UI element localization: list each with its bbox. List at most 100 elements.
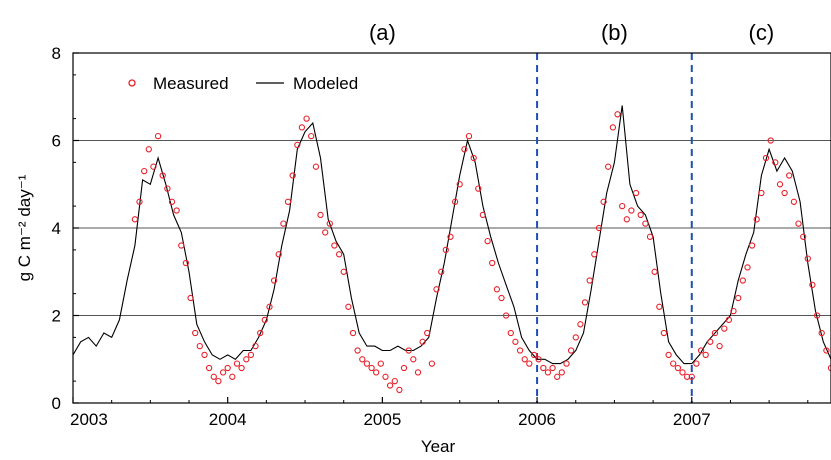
- measured-point: [758, 189, 765, 197]
- measured-point: [368, 364, 375, 372]
- legend-label-measured: Measured: [153, 74, 229, 93]
- measured-point: [247, 351, 255, 359]
- x-tick-label-2004: 2004: [209, 410, 247, 429]
- measured-point: [730, 307, 737, 315]
- measured-point: [377, 360, 384, 367]
- measured-point: [516, 347, 524, 354]
- measured-point: [642, 220, 649, 227]
- measured-point: [600, 198, 607, 205]
- measured-point: [303, 115, 310, 122]
- measured-point: [526, 360, 533, 367]
- measured-point: [164, 185, 171, 192]
- period-dividers: [536, 53, 693, 403]
- measured-point: [521, 356, 528, 363]
- measured-point: [786, 172, 793, 179]
- measured-point: [623, 216, 630, 223]
- measured-point: [349, 329, 357, 337]
- measured-point: [270, 277, 278, 284]
- legend: Measured Modeled: [128, 74, 358, 93]
- measured-point: [442, 246, 449, 254]
- axis-ticks: 0 2 4 6 8 2003 2004 2005 2006 2007: [52, 44, 809, 429]
- measured-point: [827, 364, 831, 372]
- measured-point: [739, 277, 746, 284]
- measured-point: [145, 146, 152, 153]
- measured-point: [479, 211, 487, 219]
- measured-point: [345, 303, 352, 310]
- measured-point: [224, 364, 231, 372]
- measured-point: [447, 233, 454, 240]
- measured-point: [790, 198, 798, 205]
- measured-point: [470, 154, 477, 162]
- measured-point: [619, 202, 626, 210]
- measured-point: [322, 229, 329, 236]
- measured-point: [721, 325, 728, 332]
- measured-point: [205, 364, 213, 372]
- measured-point: [489, 259, 496, 267]
- measured-point: [554, 373, 561, 380]
- measured-point: [776, 181, 784, 188]
- x-tick-label-2006: 2006: [518, 410, 556, 429]
- measured-point: [386, 382, 394, 389]
- measured-point: [605, 163, 612, 170]
- measured-point: [646, 233, 654, 240]
- series-modeled-line: [72, 105, 831, 365]
- measured-point: [419, 338, 426, 345]
- measured-point: [354, 347, 361, 354]
- measured-point: [507, 329, 514, 337]
- measured-point: [502, 312, 510, 319]
- measured-point: [359, 356, 366, 363]
- measured-point: [688, 373, 695, 380]
- measured-point: [577, 321, 584, 328]
- measured-point: [535, 356, 542, 363]
- measured-point: [405, 347, 412, 354]
- measured-point: [697, 347, 705, 354]
- measured-point: [628, 207, 635, 214]
- legend-marker-measured: [128, 79, 136, 87]
- measured-point: [266, 303, 273, 310]
- measured-point: [660, 329, 668, 337]
- panel-label-0: (a): [369, 20, 396, 45]
- measured-point: [438, 268, 445, 275]
- measured-point: [563, 360, 570, 367]
- measured-point: [391, 377, 398, 385]
- measured-point: [326, 220, 333, 227]
- measured-point: [154, 132, 162, 140]
- measured-point: [215, 377, 222, 385]
- y-tick-label-0: 0: [52, 394, 61, 413]
- measured-point: [818, 329, 825, 337]
- measured-point: [275, 251, 282, 258]
- measured-point: [317, 211, 324, 219]
- measured-point: [312, 163, 320, 170]
- measured-point: [382, 373, 389, 380]
- measured-point: [451, 198, 459, 205]
- x-tick-label-2003: 2003: [70, 410, 108, 429]
- measured-point: [781, 189, 788, 197]
- measured-point: [711, 329, 719, 337]
- measured-point: [373, 369, 380, 376]
- series-layer: [72, 105, 831, 394]
- measured-point: [544, 369, 552, 376]
- measured-point: [289, 172, 296, 179]
- y-tick-label-4: 4: [52, 219, 61, 238]
- measured-point: [182, 259, 190, 267]
- measured-point: [150, 163, 157, 170]
- measured-point: [141, 167, 148, 175]
- measured-point: [512, 338, 519, 345]
- measured-point: [748, 242, 756, 249]
- measured-point: [178, 242, 185, 249]
- x-axis-title: Year: [421, 437, 456, 456]
- measured-point: [804, 255, 811, 262]
- measured-point: [192, 329, 199, 337]
- measured-point: [187, 294, 194, 302]
- measured-point: [284, 198, 292, 205]
- measured-point: [414, 369, 422, 376]
- measured-point: [665, 351, 672, 359]
- measured-point: [229, 373, 236, 380]
- measured-point: [707, 338, 714, 345]
- measured-point: [767, 137, 774, 144]
- measured-point: [493, 286, 501, 293]
- measured-point: [744, 264, 751, 271]
- measured-point: [238, 364, 245, 372]
- measured-point: [586, 277, 593, 284]
- measured-point: [716, 342, 723, 350]
